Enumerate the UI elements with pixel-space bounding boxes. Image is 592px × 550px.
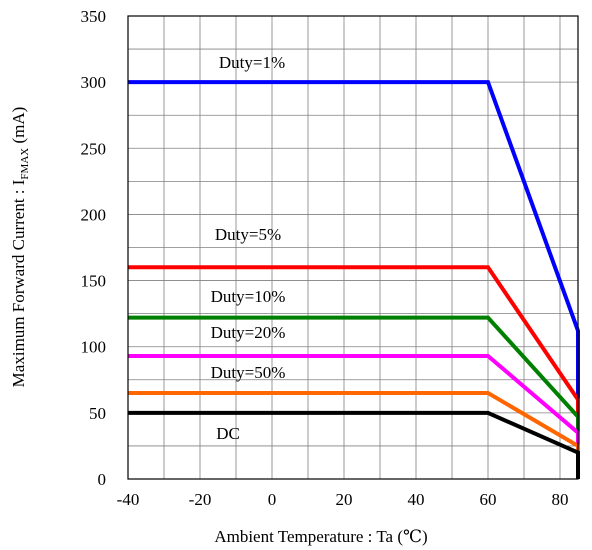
x-tick-label: 20 [336,490,353,509]
series-label: Duty=20% [211,323,286,342]
y-tick-labels: 0 50 100 150 200 250 300 350 [81,7,107,489]
x-tick-label: -40 [117,490,140,509]
series-label: Duty=50% [211,363,286,382]
y-tick-label: 350 [81,7,107,26]
x-tick-label: 40 [408,490,425,509]
x-tick-label: 0 [268,490,277,509]
series-line [128,354,580,479]
x-tick-labels: -40 -20 0 20 40 60 80 [117,490,569,509]
y-tick-label: 100 [81,338,107,357]
y-tick-label: 300 [81,73,107,92]
x-tick-label: 80 [552,490,569,509]
y-tick-label: 200 [81,205,107,224]
y-tick-label: 150 [81,272,107,291]
y-tick-label: 0 [98,470,107,489]
series-line [128,391,580,479]
series-label: Duty=10% [211,287,286,306]
series-line [128,315,580,479]
plot-frame [127,15,579,480]
series-labels: Duty=1% Duty=5% Duty=10% Duty=20% Duty=50% DC [211,53,286,443]
x-tick-label: -20 [189,490,212,509]
y-tick-label: 250 [81,139,107,158]
x-tick-label: 60 [480,490,497,509]
grid [128,16,578,479]
series-label: Duty=5% [215,225,281,244]
y-tick-label: 50 [89,404,106,423]
y-axis-title: Maximum Forward Current : IFMAX (mA) [9,107,31,388]
series-label: Duty=1% [219,53,285,72]
series-label: DC [216,424,240,443]
x-axis-title: Ambient Temperature : Ta (℃) [214,527,427,546]
